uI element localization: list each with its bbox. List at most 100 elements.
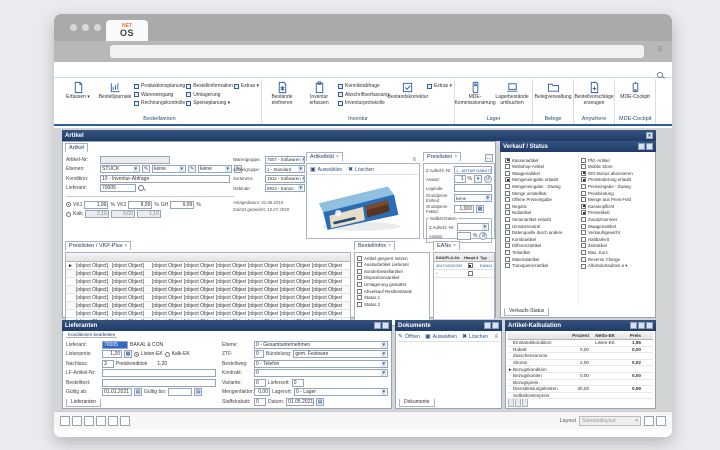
- status-checkbox[interactable]: Nullartikel: [505, 210, 576, 216]
- status-checkbox[interactable]: Teilartikel: [505, 249, 576, 255]
- bestellinfo-checkbox[interactable]: Dispositionsartikel: [357, 275, 427, 281]
- table-row[interactable]: [object Object][object Object][object Ob…: [66, 310, 350, 318]
- kalkulation-footer-tab[interactable]: [522, 399, 528, 407]
- ztf-field[interactable]: 0: [254, 350, 264, 358]
- gh-field[interactable]: 9,99: [170, 200, 195, 209]
- gp-faktor-field[interactable]: 1,000: [454, 205, 474, 213]
- listenpreis-field[interactable]: 1,20: [102, 350, 122, 358]
- status-checkbox[interactable]: Differenzartikel: [505, 243, 576, 249]
- ribbon-button[interactable]: Bestelljournale: [97, 79, 133, 101]
- kalkulation-footer-tab[interactable]: [515, 399, 521, 407]
- calendar-icon[interactable]: ▤: [194, 388, 203, 396]
- ebene3-select[interactable]: keine: [198, 165, 232, 173]
- ribbon-menu-item[interactable]: Inventurprotokolle: [338, 100, 389, 106]
- gp-einheit-select[interactable]: keine: [454, 194, 492, 202]
- tab-lieferanten[interactable]: Lieferanten: [66, 399, 102, 407]
- ribbon-tab[interactable]: [68, 68, 76, 72]
- lieferzeit-field[interactable]: 0: [291, 378, 304, 387]
- tab-konditionen[interactable]: Konditionen bearbeiten: [66, 332, 118, 338]
- status-checkbox[interactable]: Reverse Charge: [581, 256, 651, 262]
- ribbon-menu-item[interactable]: Rechnungskontrolle: [134, 100, 185, 106]
- more-button[interactable]: …: [485, 154, 493, 162]
- gueltig-ab-field[interactable]: 01.01.2021: [102, 388, 132, 396]
- kalk1-field[interactable]: 2,10: [84, 210, 109, 218]
- table-row[interactable]: [object Object][object Object][object Ob…: [66, 294, 350, 302]
- refresh-icon[interactable]: ↺: [479, 232, 488, 240]
- kalkulation-footer-tab[interactable]: [508, 399, 514, 407]
- artikelnr-field[interactable]: [100, 155, 170, 164]
- close-icon[interactable]: ✕: [646, 132, 653, 139]
- variante-field[interactable]: 0: [254, 378, 266, 387]
- ribbon-menu-item[interactable]: Wareneingang: [134, 92, 185, 98]
- calendar-icon[interactable]: ▤: [316, 397, 325, 406]
- window-control-icon[interactable]: [374, 322, 381, 329]
- kondition-field[interactable]: 10 - Inventur-Abfrage: [100, 174, 230, 183]
- tab-dokumente[interactable]: Dokumente: [399, 399, 435, 407]
- ribbon-tab[interactable]: [95, 68, 103, 72]
- kalkulation-row[interactable]: Skonto 2,00 0,02: [508, 360, 653, 367]
- ribbon-menu-item[interactable]: Produktionsplanung: [134, 83, 185, 89]
- ean-row[interactable]: *: [434, 270, 494, 278]
- search-icon[interactable]: [657, 72, 664, 79]
- window-control-icon[interactable]: [638, 143, 645, 150]
- status-checkbox[interactable]: Kassenpflicht: [581, 203, 651, 209]
- toolbar-button[interactable]: ✖ Löschen: [462, 333, 489, 341]
- ribbon-tab[interactable]: [59, 68, 67, 72]
- status-panel-titlebar[interactable]: Verkauf / Status: [500, 141, 656, 152]
- lagerort-select[interactable]: 0 - Lager: [294, 388, 388, 396]
- menu-icon[interactable]: ≡: [412, 157, 416, 163]
- gueltig-bis-field[interactable]: [168, 388, 193, 396]
- dokumente-titlebar[interactable]: Dokumente: [395, 320, 502, 331]
- ribbon-tab[interactable]: [113, 68, 121, 72]
- status-checkbox[interactable]: Serienartikel erlaubt: [505, 216, 576, 222]
- radio-listen-ek[interactable]: [134, 351, 139, 357]
- lf-artikelnr-field[interactable]: [102, 369, 216, 377]
- browser-tab[interactable]: NET OS: [106, 20, 148, 41]
- status-checkbox[interactable]: Preiseingabe - Zwang: [581, 183, 651, 189]
- kalkulation-row[interactable]: Rabatt 0,00 0,00: [508, 347, 653, 354]
- vk1-field[interactable]: 1,99: [84, 200, 109, 209]
- s-ansatz-field[interactable]: [457, 232, 471, 240]
- bestellinfo-checkbox[interactable]: Abverkauf Restbestände: [357, 288, 427, 294]
- status-checkbox[interactable]: Zusatznummer: [581, 216, 651, 222]
- status-checkbox[interactable]: Preisetikett: [581, 210, 651, 216]
- window-control-icon[interactable]: [646, 143, 653, 150]
- kalk2-field[interactable]: 9,60: [110, 210, 135, 218]
- edit-icon[interactable]: ✎: [234, 165, 242, 173]
- tab-eans[interactable]: EANs ×: [433, 241, 460, 250]
- nav-button[interactable]: [108, 415, 118, 426]
- status-checkbox[interactable]: Webshop-Artikel: [505, 164, 576, 170]
- kalkulation-row[interactable]: Dienstleistungskosten 30,00 0,59: [508, 386, 653, 393]
- nav-button[interactable]: [120, 415, 130, 426]
- status-checkbox[interactable]: Mobile Store: [581, 164, 651, 170]
- status-checkbox[interactable]: Offene Preiseingabe: [505, 197, 576, 203]
- browser-menu-icon[interactable]: ≡: [657, 44, 663, 55]
- ribbon-button[interactable]: Bestellvorschläge erzeugen: [574, 79, 614, 107]
- ribbon-menu-item[interactable]: Kennlistabfrage: [338, 83, 389, 89]
- status-checkbox[interactable]: Materialartikel: [505, 256, 576, 262]
- kalk3-field[interactable]: 1,10: [136, 210, 161, 218]
- table-row[interactable]: [object Object][object Object][object Ob…: [66, 270, 350, 278]
- tab-verkaufs-status[interactable]: Verkaufs-Status: [504, 308, 550, 316]
- status-checkbox[interactable]: Waagenartikel: [505, 170, 576, 176]
- bestelltext-field[interactable]: [102, 378, 216, 387]
- status-checkbox[interactable]: Kombiartikel: [505, 236, 576, 242]
- bestellinfo-checkbox[interactable]: Status 1: [357, 295, 427, 301]
- kalkulation-row[interactable]: Selbstkostenpreis: [508, 393, 653, 400]
- nav-button[interactable]: [96, 415, 106, 426]
- toolbar-button[interactable]: ▣ Auswählen: [310, 166, 343, 174]
- close-icon[interactable]: ×: [124, 243, 128, 249]
- kalkulation-row[interactable]: Zwischensumme: [508, 353, 653, 360]
- lieferant-field[interactable]: 70005: [100, 184, 136, 192]
- grid-icon[interactable]: ▦: [476, 205, 484, 213]
- calculator-icon[interactable]: ▦: [124, 350, 132, 358]
- nav-button[interactable]: [60, 415, 70, 426]
- nachlass-field[interactable]: 3: [102, 359, 114, 368]
- status-checkbox[interactable]: Max. Kurz.: [581, 249, 651, 255]
- kalkulation-row[interactable]: Bezugspreis: [508, 380, 653, 387]
- status-checkbox[interactable]: Waagenartikel: [581, 223, 651, 229]
- gebinde-select[interactable]: 6914 - Karton: [265, 184, 305, 192]
- window-control-icon[interactable]: [484, 322, 491, 329]
- sortiment-select[interactable]: 1912 - Süßwaren: [265, 174, 305, 183]
- radio-vk1[interactable]: [66, 202, 71, 207]
